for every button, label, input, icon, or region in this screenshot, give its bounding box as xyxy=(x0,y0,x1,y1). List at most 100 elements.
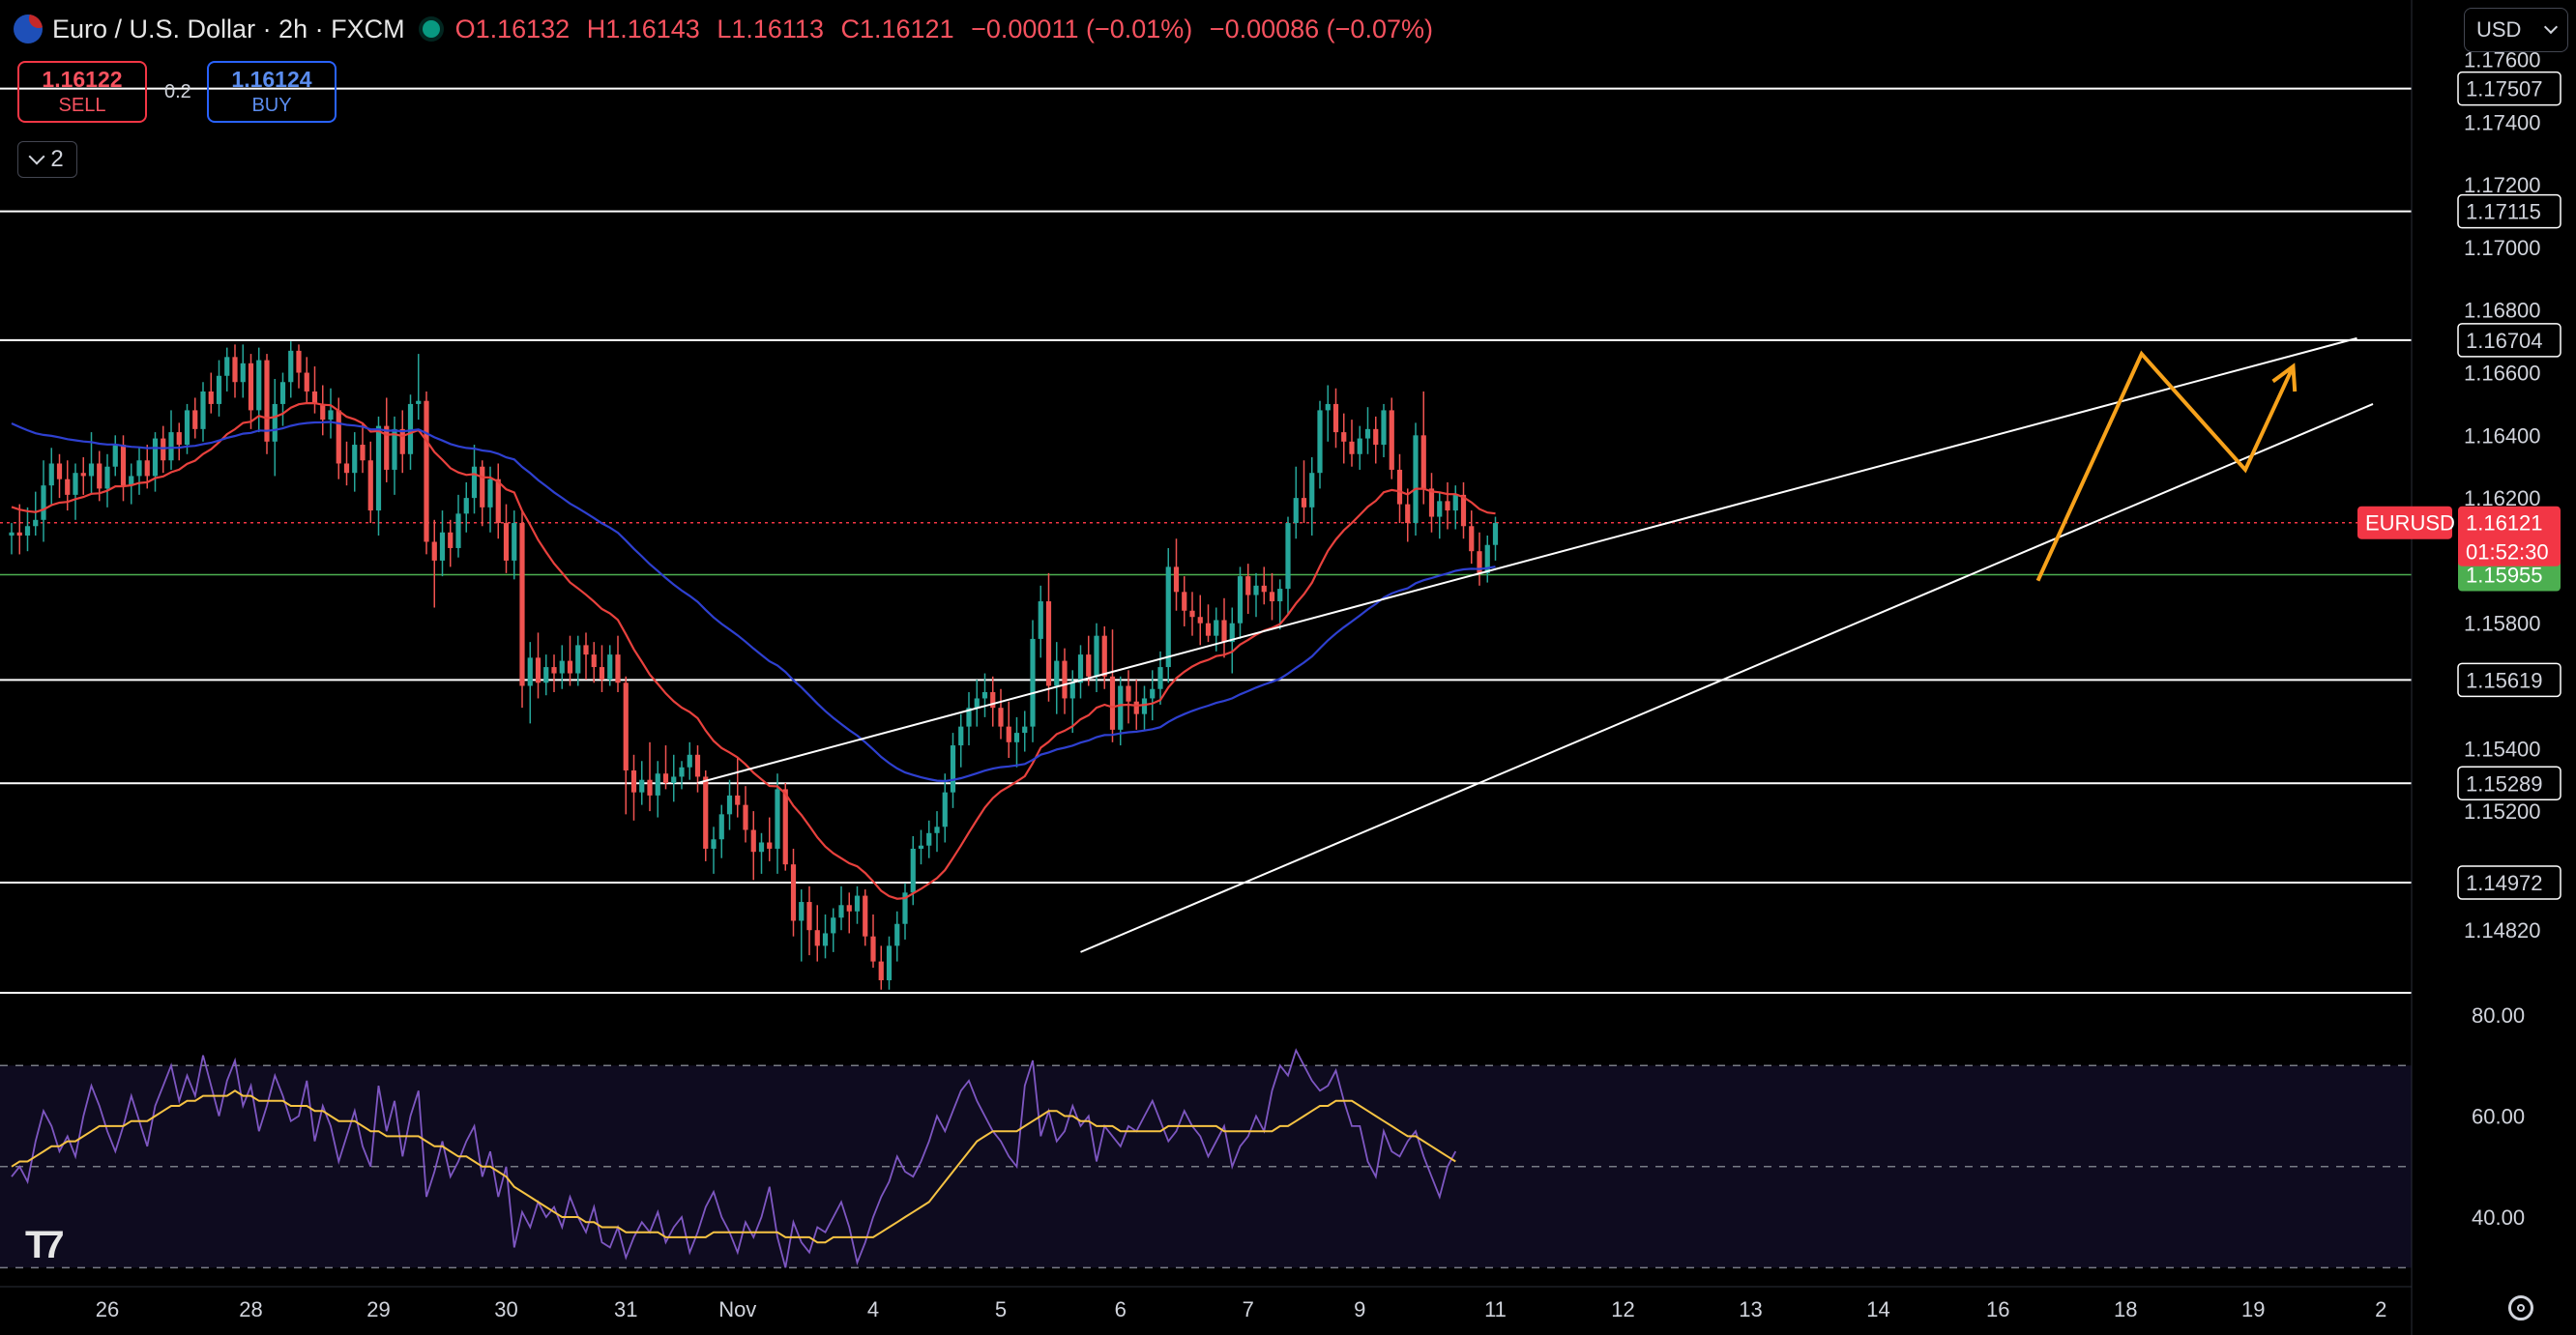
ma-slow-line xyxy=(11,421,1496,783)
eurusd-flag-icon xyxy=(14,15,43,44)
candle-body xyxy=(1013,733,1020,742)
level-price-label: 1.15619 xyxy=(2466,668,2543,692)
symbol-title[interactable]: Euro / U.S. Dollar · 2h · FXCM xyxy=(52,14,405,44)
candle-body xyxy=(216,375,222,404)
candle-body xyxy=(120,445,127,486)
candle-body xyxy=(981,691,988,699)
candle-body xyxy=(1006,726,1011,742)
support-resistance-levels xyxy=(0,87,2412,994)
candle-body xyxy=(1253,585,1259,595)
candle-body xyxy=(240,363,246,383)
candle-body xyxy=(328,410,334,421)
candle-body xyxy=(1325,403,1331,411)
candle-body xyxy=(112,445,118,467)
candle-body xyxy=(144,460,150,477)
candle-body xyxy=(1030,638,1036,727)
candle-body xyxy=(1396,469,1403,505)
candle-body xyxy=(424,400,429,542)
change-value: −0.00011 (−0.01%) xyxy=(971,14,1193,44)
candle-body xyxy=(1221,620,1227,643)
rsi-line xyxy=(11,1048,1457,1268)
candle-body xyxy=(1293,498,1299,524)
candle-body xyxy=(527,657,533,686)
candle-body xyxy=(1389,410,1394,470)
chevron-down-icon xyxy=(2543,19,2559,35)
candle-body xyxy=(1157,667,1163,689)
candle-body xyxy=(296,350,302,373)
candle-body xyxy=(1118,685,1124,730)
candle-body xyxy=(416,400,422,404)
candle-body xyxy=(1237,576,1244,624)
candle-body xyxy=(607,654,613,681)
candle-body xyxy=(136,460,142,477)
time-tick-label: 28 xyxy=(239,1297,262,1321)
candle-body xyxy=(1341,432,1347,442)
green-level-tag xyxy=(2458,558,2561,592)
candle-body xyxy=(279,382,286,404)
level-price-label: 1.17507 xyxy=(2466,77,2543,102)
candle-body xyxy=(910,848,916,893)
candles-group xyxy=(9,341,1499,990)
sell-price: 1.16122 xyxy=(42,67,123,92)
candle-body xyxy=(256,360,262,411)
time-tick-label: 18 xyxy=(2114,1297,2137,1321)
candle-body xyxy=(575,645,581,674)
candle-body xyxy=(1109,676,1116,730)
candle-body xyxy=(838,905,844,918)
candle-body xyxy=(1413,435,1419,524)
rsi-panel xyxy=(11,1048,1457,1268)
candle-body xyxy=(543,667,549,683)
time-tick-label: 16 xyxy=(1986,1297,2009,1321)
candle-body xyxy=(311,391,318,404)
candle-body xyxy=(662,773,669,783)
indicators-toggle-button[interactable]: 2 xyxy=(17,141,77,178)
candle-body xyxy=(687,754,692,768)
candle-body xyxy=(192,410,198,429)
candle-body xyxy=(80,473,86,477)
candle-body xyxy=(1285,523,1291,590)
candle-body xyxy=(974,698,980,709)
candle-body xyxy=(623,682,629,770)
candle-body xyxy=(24,526,31,536)
candle-body xyxy=(352,445,358,474)
candle-body xyxy=(88,463,95,477)
candle-body xyxy=(1077,654,1084,683)
sell-button[interactable]: 1.16122 SELL xyxy=(17,61,147,123)
time-tick-label: 13 xyxy=(1739,1297,1762,1321)
candle-body xyxy=(583,645,589,655)
ma-fast-line xyxy=(11,401,1496,900)
candle-body xyxy=(168,432,174,461)
candle-body xyxy=(480,466,485,508)
candle-body xyxy=(950,745,956,793)
candle-body xyxy=(495,479,501,524)
candle-body xyxy=(735,795,741,805)
candle-body xyxy=(184,410,190,446)
candle-body xyxy=(431,541,437,561)
candle-body xyxy=(1492,523,1499,545)
candle-body xyxy=(1452,494,1458,511)
candle-body xyxy=(1460,494,1467,527)
candle-body xyxy=(831,917,836,934)
time-tick-label: 31 xyxy=(614,1297,637,1321)
candle-body xyxy=(264,360,270,442)
currency-select[interactable]: USD xyxy=(2464,8,2568,52)
chevron-down-icon xyxy=(28,148,45,165)
candle-body xyxy=(1357,438,1362,454)
candle-body xyxy=(1062,660,1068,699)
candle-body xyxy=(1420,435,1426,489)
candle-body xyxy=(615,654,621,683)
candle-body xyxy=(407,403,414,454)
candle-body xyxy=(1045,601,1052,686)
candle-body xyxy=(232,357,238,383)
candle-body xyxy=(1437,501,1443,517)
candle-body xyxy=(1189,610,1195,618)
candle-body xyxy=(471,466,478,499)
candle-body xyxy=(647,779,653,796)
buy-button[interactable]: 1.16124 BUY xyxy=(207,61,337,123)
candle-body xyxy=(1317,410,1323,474)
candle-body xyxy=(726,795,733,815)
candle-body xyxy=(129,476,134,486)
gear-icon[interactable] xyxy=(2508,1295,2533,1320)
candle-body xyxy=(886,945,893,981)
